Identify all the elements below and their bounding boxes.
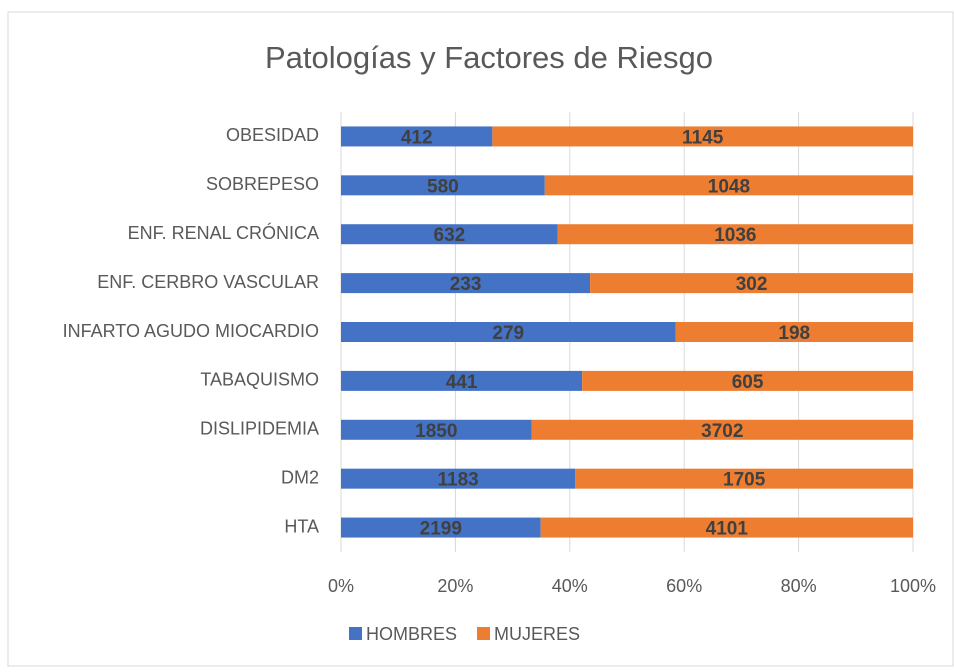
y-tick-label: INFARTO AGUDO MIOCARDIO bbox=[63, 321, 319, 341]
x-tick-label: 80% bbox=[781, 576, 817, 596]
data-label: 632 bbox=[434, 225, 466, 246]
legend-label: MUJERES bbox=[494, 624, 580, 644]
bar-segment bbox=[341, 126, 493, 147]
y-tick-label: DISLIPIDEMIA bbox=[200, 419, 319, 439]
data-label: 302 bbox=[736, 274, 768, 295]
data-label: 1145 bbox=[682, 127, 724, 148]
bar-segment bbox=[341, 419, 532, 440]
bar-segment bbox=[575, 468, 913, 489]
bar-segment bbox=[544, 175, 913, 196]
data-label: 2199 bbox=[420, 519, 462, 540]
x-tick-label: 60% bbox=[666, 576, 702, 596]
bar-segment bbox=[557, 224, 913, 245]
bar-segment bbox=[341, 370, 583, 391]
data-label: 1048 bbox=[708, 176, 750, 197]
y-tick-label: HTA bbox=[284, 516, 319, 536]
bar-segment bbox=[531, 419, 913, 440]
data-label: 4101 bbox=[706, 519, 749, 540]
data-label: 580 bbox=[427, 176, 459, 197]
data-label: 441 bbox=[446, 372, 478, 393]
bar-segment bbox=[341, 468, 576, 489]
bar-segment bbox=[341, 273, 591, 294]
y-tick-label: DM2 bbox=[281, 467, 319, 487]
y-tick-label: TABAQUISMO bbox=[200, 370, 319, 390]
data-label: 1850 bbox=[415, 421, 457, 442]
data-label: 198 bbox=[778, 323, 810, 344]
bar-segment bbox=[582, 370, 913, 391]
data-label: 3702 bbox=[701, 421, 743, 442]
data-label: 279 bbox=[492, 323, 524, 344]
y-tick-label: ENF. RENAL CRÓNICA bbox=[128, 222, 319, 243]
x-tick-label: 20% bbox=[437, 576, 473, 596]
data-label: 233 bbox=[450, 274, 482, 295]
bar-segment bbox=[341, 175, 545, 196]
bar-segment bbox=[590, 273, 913, 294]
bar-segment bbox=[341, 224, 558, 245]
bar-segment bbox=[675, 322, 913, 342]
x-tick-label: 100% bbox=[890, 576, 936, 596]
legend-label: HOMBRES bbox=[366, 624, 457, 644]
legend-swatch bbox=[349, 627, 362, 640]
legend-swatch bbox=[477, 627, 491, 640]
data-label: 412 bbox=[401, 127, 433, 148]
bar-segment bbox=[540, 517, 913, 538]
y-tick-label: OBESIDAD bbox=[226, 125, 319, 145]
data-label: 1183 bbox=[438, 470, 479, 491]
bar-segment bbox=[341, 322, 676, 342]
chart-title: Patologías y Factores de Riesgo bbox=[265, 40, 713, 75]
y-tick-label: ENF. CERBRO VASCULAR bbox=[97, 272, 319, 292]
bar-segment bbox=[492, 126, 913, 147]
x-tick-label: 0% bbox=[328, 576, 354, 596]
data-label: 1705 bbox=[723, 470, 766, 491]
data-label: 605 bbox=[732, 372, 764, 393]
y-tick-label: SOBREPESO bbox=[206, 174, 319, 194]
x-tick-label: 40% bbox=[552, 576, 588, 596]
bar-segment bbox=[341, 517, 541, 538]
data-label: 1036 bbox=[714, 225, 756, 246]
